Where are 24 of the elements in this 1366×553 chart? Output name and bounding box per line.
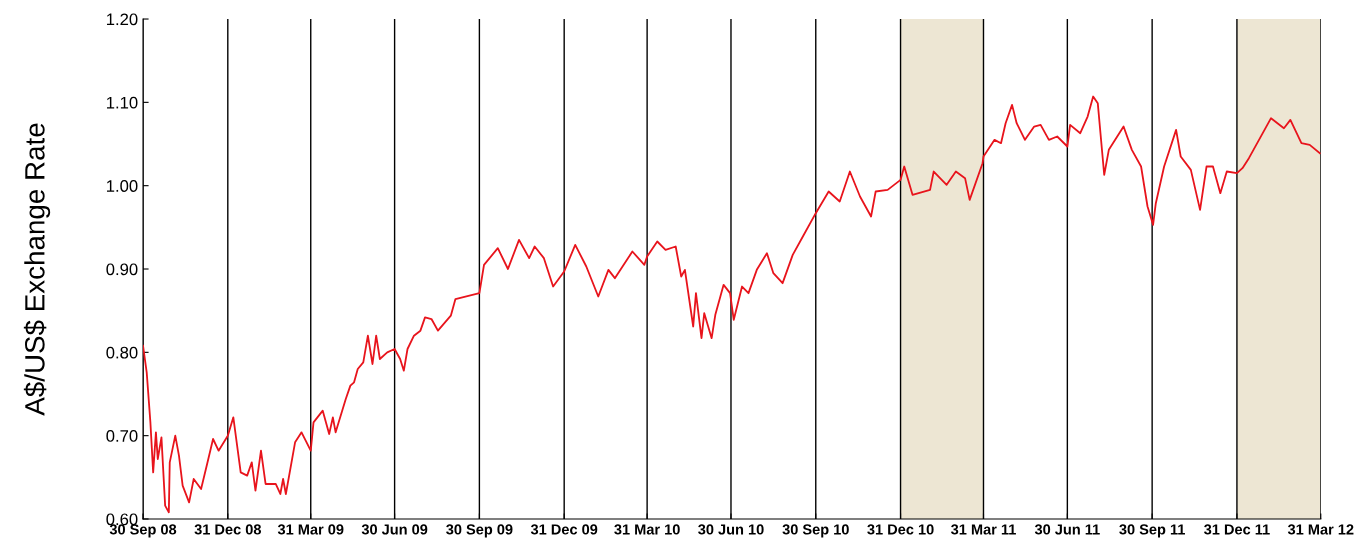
y-tick-label: 0.60 (106, 513, 138, 526)
x-tick-label: 30 Jun 10 (698, 524, 764, 535)
x-tick-label: 31 Mar 09 (277, 524, 344, 535)
x-tick-label: 31 Dec 10 (867, 524, 934, 535)
x-tick-label: 30 Sep 10 (782, 524, 849, 538)
x-tick-label: 30 Jun 11 (1034, 524, 1100, 535)
x-tick-label: 31 Mar 10 (614, 524, 680, 535)
x-tick-label: 31 Mar 12 (1287, 524, 1354, 535)
x-tick-label: 31 Mar 11 (950, 524, 1016, 535)
x-tick-label: 30 Sep 08 (109, 524, 177, 538)
y-tick-label: 1.20 (107, 13, 138, 26)
y-tick-label: 0.70 (106, 430, 138, 442)
y-tick-label: 1.00 (107, 180, 138, 192)
x-tick-label: 31 Dec 08 (194, 524, 262, 535)
x-tick-label: 31 Dec 11 (1204, 524, 1270, 535)
x-tick-label: 30 Sep 11 (1119, 524, 1185, 538)
line-series (143, 95, 1321, 514)
y-axis-title: A$/US$ Exchange Rate (23, 123, 51, 416)
x-tick-label: 31 Dec 09 (530, 524, 598, 535)
y-tick-label: 0.80 (106, 346, 138, 359)
x-tick-label: 30 Jun 09 (361, 524, 428, 535)
y-tick-label: 1.10 (107, 96, 138, 109)
y-tick-label: 0.90 (106, 263, 138, 276)
x-tick-label: 30 Sep 09 (446, 524, 513, 538)
